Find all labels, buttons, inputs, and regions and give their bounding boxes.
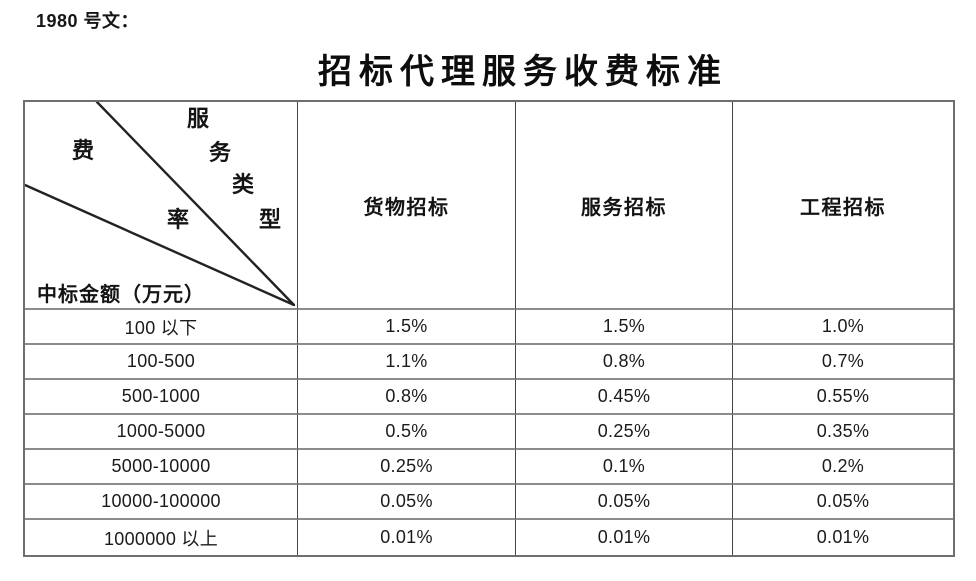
corner-fee-rate-char: 费 (71, 138, 94, 163)
rate-cell: 0.01% (516, 520, 733, 555)
rate-cell: 1.0% (733, 310, 953, 345)
row-range-label: 500-1000 (25, 380, 298, 415)
rate-cell: 0.7% (733, 345, 953, 380)
rate-cell: 0.25% (298, 450, 516, 485)
table-corner-cell: 服 务 类 型 费 率 中标金额（万元） (25, 102, 298, 310)
row-range-label: 10000-100000 (25, 485, 298, 520)
row-range-label: 100-500 (25, 345, 298, 380)
corner-service-type-char: 务 (208, 140, 231, 165)
corner-service-type-char: 服 (186, 106, 209, 131)
column-header-services: 服务招标 (516, 102, 733, 310)
rate-cell: 0.5% (298, 415, 516, 450)
row-range-label: 1000-5000 (25, 415, 298, 450)
rate-cell: 1.1% (298, 345, 516, 380)
doc-reference-label: 1980 号文： (36, 11, 140, 31)
corner-fee-rate-char: 率 (166, 207, 189, 232)
row-range-label: 100 以下 (25, 310, 298, 345)
corner-service-type-char: 型 (258, 207, 281, 232)
column-header-goods: 货物招标 (298, 102, 516, 310)
row-range-label: 1000000 以上 (25, 520, 298, 555)
rate-cell: 0.55% (733, 380, 953, 415)
rate-cell: 0.35% (733, 415, 953, 450)
rate-cell: 0.05% (516, 485, 733, 520)
page-title: 招标代理服务收费标准 (318, 54, 728, 91)
rate-cell: 0.25% (516, 415, 733, 450)
corner-service-type-char: 类 (231, 172, 254, 197)
rate-cell: 1.5% (516, 310, 733, 345)
diagonal-divider-lines (25, 102, 295, 306)
rate-cell: 0.05% (733, 485, 953, 520)
column-header-engineering: 工程招标 (733, 102, 953, 310)
rate-cell: 0.01% (298, 520, 516, 555)
rate-cell: 0.05% (298, 485, 516, 520)
rate-cell: 0.8% (298, 380, 516, 415)
rate-cell: 0.45% (516, 380, 733, 415)
rate-cell: 0.01% (816, 527, 870, 547)
row-axis-label: 中标金额（万元） (37, 284, 205, 306)
rate-cell: 0.8% (516, 345, 733, 380)
fee-table: 服 务 类 型 费 率 中标金额（万元） 货物招标 服务招标 工程招标 100 … (23, 100, 955, 557)
rate-cell: 0.2% (733, 450, 953, 485)
rate-cell: 1.5% (298, 310, 516, 345)
rate-cell: 0.1% (516, 450, 733, 485)
row-range-label: 5000-10000 (25, 450, 298, 485)
